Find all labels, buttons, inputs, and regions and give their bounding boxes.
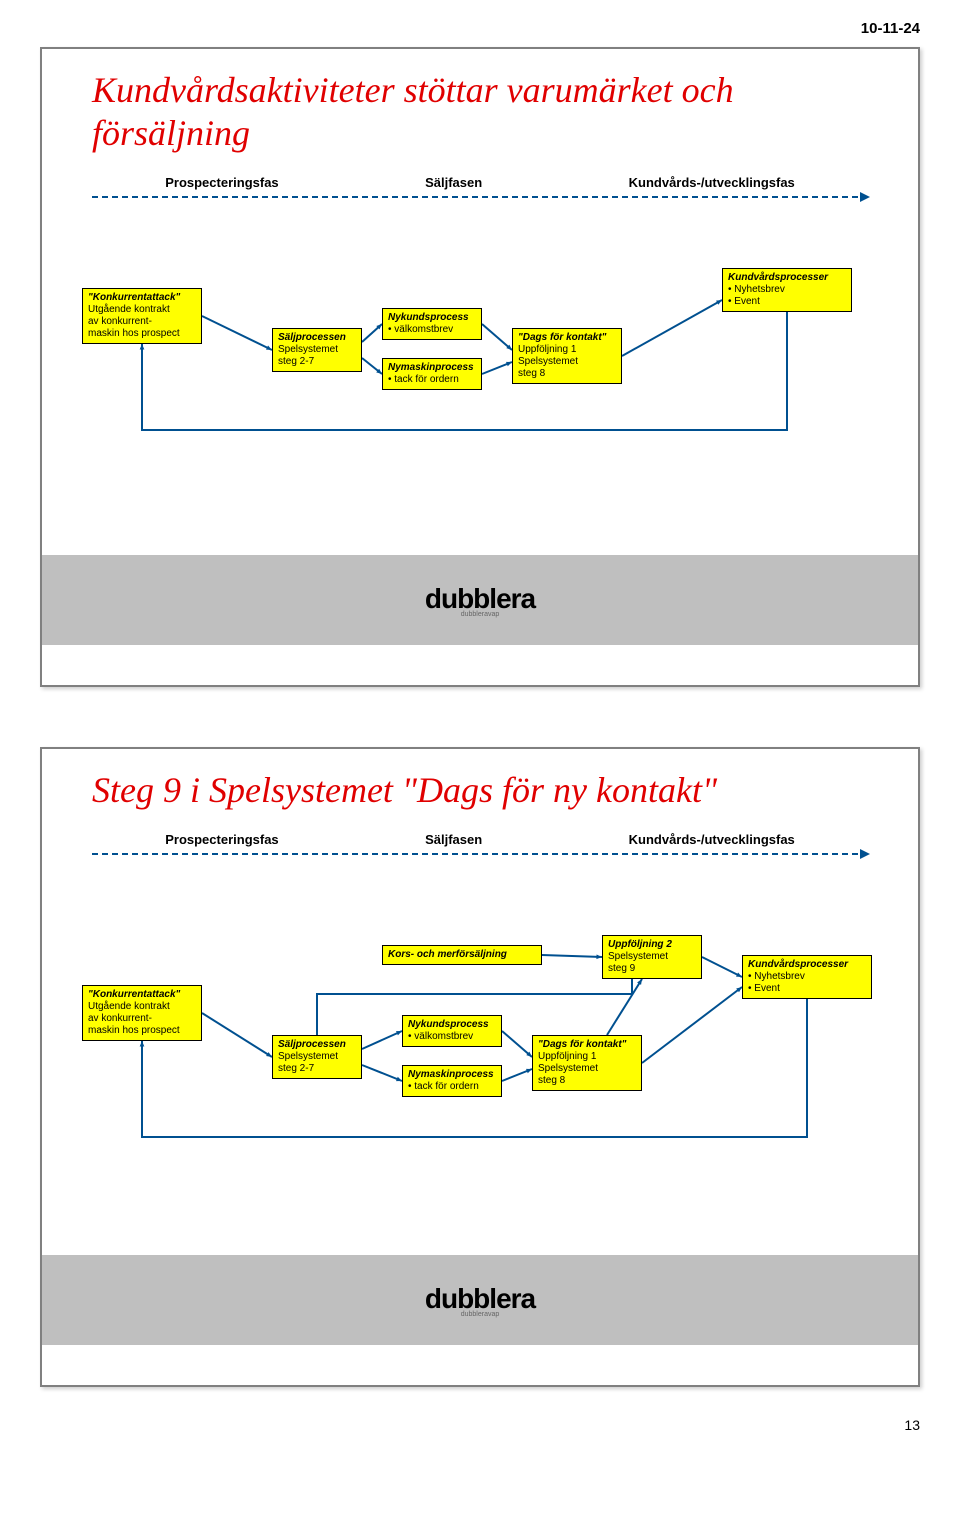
- diagram-box-salj: SäljprocessenSpelsystemetsteg 2-7: [272, 328, 362, 372]
- diagram-box-kors: Kors- och merförsäljning: [382, 945, 542, 965]
- slide-2: Steg 9 i Spelsystemet "Dags för ny konta…: [40, 747, 920, 1387]
- phase-dashline: [92, 196, 868, 198]
- phase-row-2: Prospecteringsfas Säljfasen Kundvårds-/u…: [92, 832, 868, 847]
- phase-label: Säljfasen: [425, 832, 482, 847]
- footer-band: dubblera dubbleravap: [42, 555, 918, 645]
- brand-logo: dubblera: [425, 583, 535, 615]
- diagram-box-nykund: Nykundsprocess• välkomstbrev: [382, 308, 482, 340]
- phase-label: Prospecteringsfas: [165, 832, 278, 847]
- page-number: 13: [40, 1417, 920, 1433]
- slide-1: Kundvårdsaktiviteter stöttar varumärket …: [40, 47, 920, 687]
- page-date: 10-11-24: [40, 20, 920, 37]
- diagram-box-salj: SäljprocessenSpelsystemetsteg 2-7: [272, 1035, 362, 1079]
- diagram-box-uppf2: Uppföljning 2Spelsystemetsteg 9: [602, 935, 702, 979]
- diagram-box-kvard: Kundvårdsprocesser• Nyhetsbrev• Event: [742, 955, 872, 999]
- diagram-box-konk: "Konkurrentattack"Utgående kontraktav ko…: [82, 288, 202, 344]
- diagram-box-uppf1: "Dags för kontakt"Uppföljning 1Spelsyste…: [512, 328, 622, 384]
- diagram-box-kvard: Kundvårdsprocesser• Nyhetsbrev• Event: [722, 268, 852, 312]
- phase-label: Säljfasen: [425, 175, 482, 190]
- diagram-2: "Konkurrentattack"Utgående kontraktav ko…: [82, 885, 878, 1185]
- slide1-title: Kundvårdsaktiviteter stöttar varumärket …: [92, 69, 888, 155]
- slide2-title: Steg 9 i Spelsystemet "Dags för ny konta…: [92, 769, 888, 812]
- diagram-box-nymask: Nymaskinprocess• tack för ordern: [382, 358, 482, 390]
- diagram-box-nykund: Nykundsprocess• välkomstbrev: [402, 1015, 502, 1047]
- phase-row-1: Prospecteringsfas Säljfasen Kundvårds-/u…: [92, 175, 868, 190]
- diagram-box-uppf1: "Dags för kontakt"Uppföljning 1Spelsyste…: [532, 1035, 642, 1091]
- footer-band: dubblera dubbleravap: [42, 1255, 918, 1345]
- phase-label: Kundvårds-/utvecklingsfas: [629, 175, 795, 190]
- phase-label: Kundvårds-/utvecklingsfas: [629, 832, 795, 847]
- diagram-box-nymask: Nymaskinprocess• tack för ordern: [402, 1065, 502, 1097]
- diagram-1: "Konkurrentattack"Utgående kontraktav ko…: [82, 228, 878, 528]
- brand-logo: dubblera: [425, 1283, 535, 1315]
- phase-dashline: [92, 853, 868, 855]
- phase-label: Prospecteringsfas: [165, 175, 278, 190]
- diagram-box-konk: "Konkurrentattack"Utgående kontraktav ko…: [82, 985, 202, 1041]
